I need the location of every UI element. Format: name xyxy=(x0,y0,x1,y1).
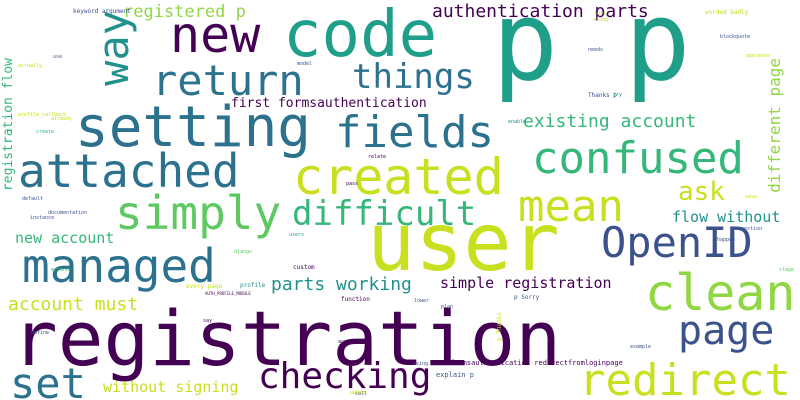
word-define: define xyxy=(31,330,50,336)
word-every-page: every page xyxy=(186,283,223,290)
word-formsauthentication-redirectfromloginpage: formsauthentication redirectfromloginpag… xyxy=(450,359,623,367)
word-managed: managed xyxy=(22,239,216,293)
word-registration: registration xyxy=(12,294,562,383)
word-things: things xyxy=(352,57,475,97)
word-along: along xyxy=(593,17,609,23)
word-without-signing: without signing xyxy=(103,378,239,396)
word-profile-callback: profile_callback xyxy=(18,112,67,118)
word-pass: pass xyxy=(346,181,359,187)
word-account-must: account must xyxy=(8,294,139,315)
word-stage: stage xyxy=(779,267,795,273)
word-happen: happen xyxy=(717,237,736,243)
word-thanks-p: Thanks p xyxy=(588,92,617,99)
word-registration-flow: registration flow xyxy=(1,58,16,192)
word-call: call xyxy=(355,391,368,397)
word-parts-working: parts working xyxy=(271,274,412,295)
word-relate: relate xyxy=(368,154,387,160)
word-needs: needs xyxy=(588,47,604,53)
word-keyword-argument: keyword argument xyxy=(73,8,131,15)
word-users: users xyxy=(289,232,305,238)
word-question: question xyxy=(738,226,763,232)
word-example: example xyxy=(630,344,652,350)
word-django: django xyxy=(234,249,253,255)
word-checking: checking xyxy=(258,356,432,397)
word-p-thanks: p Thanks xyxy=(496,312,503,341)
word-existing-account: existing account xyxy=(523,111,697,132)
word-instance: instance xyxy=(30,215,55,221)
word-enable: enable xyxy=(508,119,527,125)
word-blockquote: blockquote xyxy=(720,34,751,40)
word-difficult: difficult xyxy=(292,194,477,234)
word-clean: clean xyxy=(645,264,796,322)
word-documentation: documentation xyxy=(48,210,88,216)
word-custom: custom xyxy=(293,264,315,271)
word-flow-without: flow without xyxy=(672,208,781,226)
word-new: new xyxy=(170,6,261,64)
word-model: model xyxy=(297,61,313,67)
word-operates: operates xyxy=(746,53,771,59)
word-simple-registration: simple registration xyxy=(440,274,612,292)
word-different-page: different page xyxy=(765,58,784,193)
word-page: page xyxy=(678,308,775,354)
word-extend: extend xyxy=(51,267,70,273)
word-fields: fields xyxy=(335,107,494,158)
word-created: created xyxy=(293,148,504,206)
word-registered-p: registered p xyxy=(123,2,246,22)
word-p-p: p p xyxy=(492,0,691,105)
word-say: say xyxy=(203,318,213,324)
word-auth-profile-module: AUTH_PROFILE_MODULE xyxy=(205,291,251,296)
word-profile: profile xyxy=(240,282,266,289)
word-use: use xyxy=(53,54,63,60)
word-set: set xyxy=(10,359,86,400)
word-mean: mean xyxy=(518,181,624,232)
word-function: function xyxy=(341,296,370,303)
word-lower: lower xyxy=(414,298,430,304)
word-using: using xyxy=(413,361,429,367)
word-worded-badly: worded badly xyxy=(705,9,749,16)
word-new-account: new account xyxy=(15,229,115,247)
word-p-sorry: p Sorry xyxy=(514,294,540,301)
word-create: create xyxy=(36,129,55,135)
word-openid: OpenID xyxy=(601,218,753,267)
word-setting: setting xyxy=(75,95,312,160)
word-code: code xyxy=(283,0,438,72)
word-explain-p: explain p xyxy=(436,371,474,379)
word-first-formsauthentication: first formsauthentication xyxy=(231,96,427,111)
word-authentication-parts: authentication parts xyxy=(432,1,649,22)
word-default: default xyxy=(22,196,44,202)
word-save: save xyxy=(745,194,758,200)
word-confused: confused xyxy=(532,133,744,184)
word-attached: attached xyxy=(18,144,240,198)
word-lets: lets xyxy=(594,11,607,17)
word-accepts: accepts xyxy=(338,339,360,345)
word-return: return xyxy=(152,56,304,105)
word-actually: actually xyxy=(18,63,43,69)
word-try: try xyxy=(613,92,623,98)
word-already: already xyxy=(51,116,73,122)
word-redirect: redirect xyxy=(579,355,791,400)
word-ask: ask xyxy=(678,177,725,207)
word-plan: plan xyxy=(441,304,454,310)
word-user: user xyxy=(367,196,560,289)
word-simply: simply xyxy=(115,186,282,240)
word-added: added xyxy=(350,390,366,396)
